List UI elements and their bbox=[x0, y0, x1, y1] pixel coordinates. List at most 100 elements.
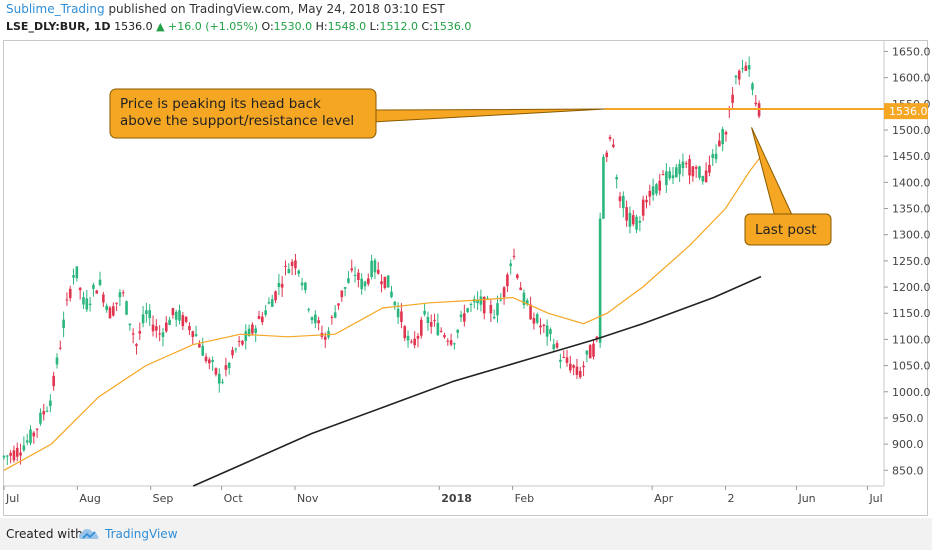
publish-info: Sublime_Trading published on TradingView… bbox=[6, 2, 445, 16]
candle-body bbox=[641, 199, 645, 216]
time-tick-label: Oct bbox=[224, 492, 244, 505]
candle-body bbox=[300, 282, 304, 286]
candle-body bbox=[658, 180, 662, 191]
candle-body bbox=[164, 322, 168, 332]
candle-body bbox=[516, 274, 519, 279]
candle-body bbox=[741, 68, 744, 70]
candle-body bbox=[751, 83, 754, 90]
candle-body bbox=[618, 196, 622, 202]
candle-body bbox=[380, 281, 383, 285]
candle-body bbox=[214, 368, 218, 375]
candle-body bbox=[294, 260, 297, 269]
price-tick-label: 1100.0 bbox=[892, 333, 931, 346]
candle-body bbox=[251, 324, 254, 334]
close-value: 1536.0 bbox=[432, 20, 472, 33]
candle-body bbox=[489, 304, 493, 314]
candle-body bbox=[572, 365, 575, 368]
candle-body bbox=[694, 166, 698, 169]
candle-body bbox=[535, 314, 539, 323]
candle-body bbox=[423, 310, 426, 315]
candle-body bbox=[615, 176, 618, 180]
candle-body bbox=[138, 331, 142, 334]
candle-body bbox=[82, 297, 85, 305]
candle-body bbox=[25, 440, 29, 443]
last-price: 1536.0 bbox=[114, 20, 153, 33]
candle-body bbox=[737, 70, 741, 80]
candle-body bbox=[277, 282, 281, 288]
time-tick-label: Aug bbox=[79, 492, 100, 505]
candle-body bbox=[224, 365, 228, 370]
candle-body bbox=[194, 334, 198, 336]
price-tick-label: 850.0 bbox=[892, 464, 924, 477]
candle-body bbox=[108, 307, 112, 319]
candle-body bbox=[714, 153, 718, 160]
candle-body bbox=[390, 291, 393, 298]
candle-body bbox=[174, 312, 178, 320]
candle-body bbox=[241, 340, 244, 345]
change-value: ▲ +16.0 (+1.05%) bbox=[156, 20, 258, 33]
candle-body bbox=[85, 298, 89, 310]
candle-body bbox=[68, 288, 72, 299]
candle-body bbox=[436, 322, 440, 336]
candle-body bbox=[121, 292, 125, 294]
high-label: H: bbox=[315, 20, 328, 33]
candle-body bbox=[141, 314, 145, 324]
price-tick-label: 1300.0 bbox=[892, 229, 931, 242]
candle-body bbox=[95, 290, 99, 294]
candle-body bbox=[15, 447, 19, 457]
last-post-pointer bbox=[751, 127, 794, 218]
last-post-box bbox=[744, 213, 832, 246]
candle-body bbox=[234, 348, 238, 350]
candle-body bbox=[151, 324, 155, 332]
time-tick-label: 2018 bbox=[441, 492, 472, 505]
candle-body bbox=[131, 333, 135, 335]
candle-body bbox=[625, 207, 628, 221]
candle-body bbox=[419, 319, 423, 336]
candle-body bbox=[506, 274, 509, 287]
candle-body bbox=[237, 341, 241, 343]
candle-body bbox=[145, 310, 148, 314]
candle-body bbox=[386, 275, 390, 288]
candle-body bbox=[688, 159, 691, 176]
candle-body bbox=[178, 310, 181, 321]
candle-body bbox=[747, 65, 751, 70]
candle-body bbox=[595, 336, 599, 340]
candle-body bbox=[525, 300, 529, 305]
candle-body bbox=[330, 316, 334, 318]
candle-body bbox=[247, 328, 251, 337]
candle-body bbox=[698, 166, 701, 178]
callout-text: Price is peaking its head back bbox=[120, 96, 321, 112]
chart-frame[interactable] bbox=[3, 40, 928, 516]
candles-group bbox=[2, 56, 761, 465]
candle-body bbox=[270, 299, 274, 307]
candle-body bbox=[92, 284, 95, 289]
candle-body bbox=[75, 266, 79, 279]
last-price-label: 1536.0 bbox=[889, 105, 928, 118]
candle-body bbox=[582, 365, 585, 368]
author-link[interactable]: Sublime_Trading bbox=[6, 2, 105, 16]
candle-body bbox=[622, 195, 625, 209]
candle-body bbox=[701, 175, 705, 182]
price-tick-label: 1000.0 bbox=[892, 386, 931, 399]
price-chart[interactable]: 850.0 900.0 950.0 1000.0 1050.0 1100.0 1150.0 1… bbox=[0, 0, 932, 518]
candle-body bbox=[668, 171, 671, 179]
time-tick-label: Jul bbox=[5, 492, 19, 505]
tradingview-brand[interactable]: TradingView bbox=[105, 527, 178, 541]
candle-body bbox=[333, 312, 337, 318]
candle-body bbox=[98, 279, 102, 286]
candle-body bbox=[612, 144, 615, 147]
last-post-text: Last post bbox=[755, 222, 817, 238]
candle-body bbox=[463, 313, 466, 322]
candle-body bbox=[711, 154, 715, 158]
ma200-line bbox=[192, 275, 762, 487]
candle-body bbox=[731, 94, 734, 103]
price-tick-label: 1650.0 bbox=[892, 45, 931, 58]
candle-body bbox=[605, 152, 609, 157]
price-tick-label: 1500.0 bbox=[892, 124, 931, 137]
candle-body bbox=[135, 344, 138, 347]
candle-body bbox=[267, 301, 271, 304]
candle-body bbox=[35, 428, 39, 430]
candle-body bbox=[588, 345, 592, 359]
candle-body bbox=[479, 296, 483, 305]
candle-body bbox=[353, 274, 357, 277]
